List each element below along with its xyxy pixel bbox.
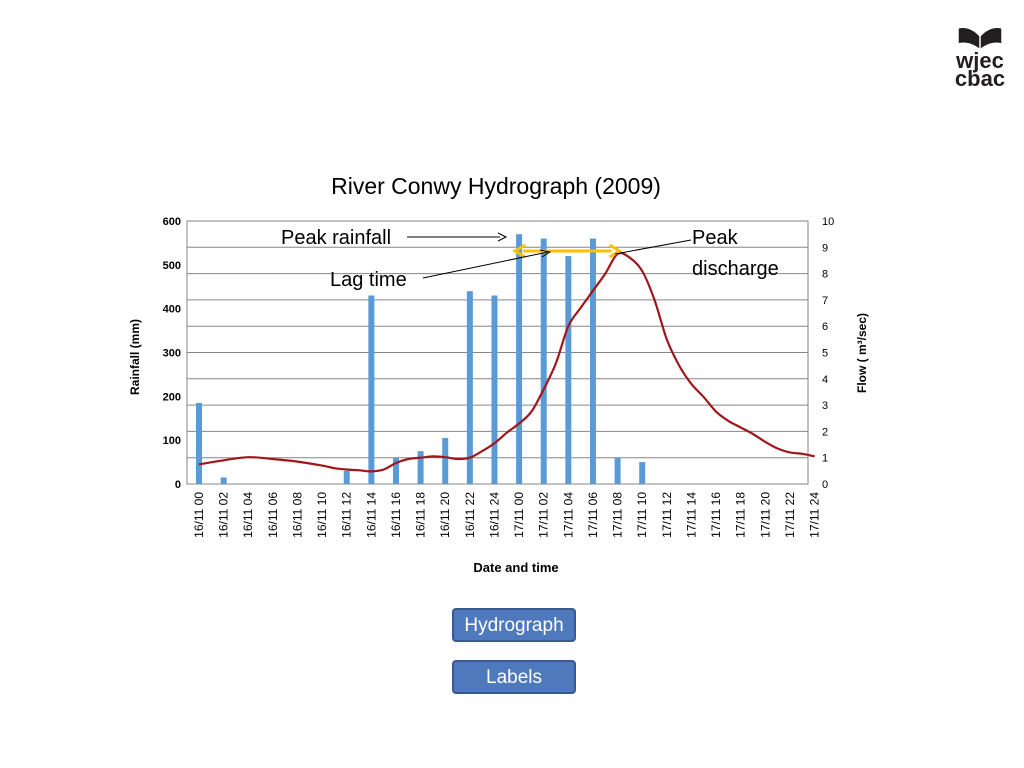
x-tick-label: 16/11 10 — [315, 492, 329, 538]
y2-tick-label: 7 — [822, 295, 828, 307]
x-tick-label: 16/11 12 — [340, 492, 354, 538]
x-tick-label: 17/11 16 — [709, 492, 723, 538]
x-tick-label: 17/11 18 — [734, 492, 748, 538]
x-tick-label: 17/11 08 — [611, 492, 625, 538]
x-tick-label: 17/11 10 — [635, 492, 649, 538]
annotation-peak-discharge: Peak discharge — [692, 227, 779, 280]
rainfall-bar — [466, 291, 473, 484]
y2-tick-label: 9 — [822, 242, 828, 254]
x-axis-ticks: 16/11 00 16/11 02 16/11 04 16/11 06 16/11 08… — [192, 492, 822, 538]
wjec-cbac-logo: wjec cbac — [955, 26, 1005, 90]
hydrograph-button[interactable]: Hydrograph — [452, 608, 576, 642]
x-tick-label: 17/11 20 — [758, 492, 772, 538]
y2-tick-label: 4 — [822, 374, 828, 386]
rainfall-bars — [196, 234, 646, 484]
rainfall-bar — [368, 295, 375, 484]
y2-axis-label: Flow ( m³/sec) — [855, 313, 869, 393]
y-axis-ticks: 0 100 200 300 400 500 600 — [163, 216, 181, 491]
y2-tick-label: 3 — [822, 400, 828, 412]
x-tick-label: 17/11 00 — [512, 492, 526, 538]
x-tick-label: 16/11 14 — [364, 492, 378, 538]
y2-tick-label: 0 — [822, 479, 828, 491]
grid — [187, 246, 808, 459]
y2-tick-label: 5 — [822, 348, 828, 360]
rainfall-bar — [491, 295, 498, 484]
annotation-lag-time: Lag time — [330, 269, 407, 291]
y-tick-label: 100 — [163, 435, 181, 447]
lag-time-pointer — [422, 251, 549, 279]
x-tick-label: 17/11 24 — [808, 492, 822, 538]
lag-arrow-head-right — [608, 243, 623, 259]
y2-tick-label: 2 — [822, 426, 828, 438]
rainfall-bar — [196, 402, 202, 484]
y-axis-label: Rainfall (mm) — [128, 319, 142, 395]
rainfall-bar — [565, 256, 572, 484]
logo-line2: cbac — [955, 66, 1005, 90]
lag-time-arrowhead — [539, 249, 552, 258]
lag-time-arrow — [512, 243, 623, 259]
x-tick-label: 16/11 20 — [438, 492, 452, 538]
rainfall-bar — [639, 462, 646, 484]
y2-axis-ticks: 0 1 2 3 4 5 6 7 8 9 10 — [822, 216, 834, 491]
x-tick-label: 17/11 12 — [660, 492, 674, 538]
x-tick-label: 17/11 04 — [561, 492, 575, 538]
x-axis-label: Date and time — [473, 560, 558, 575]
flow-line — [198, 251, 815, 473]
x-tick-label: 16/11 06 — [266, 492, 280, 538]
rainfall-bar — [614, 457, 621, 484]
peak-rainfall-arrowhead — [497, 232, 508, 242]
x-tick-label: 17/11 14 — [684, 492, 698, 538]
y-tick-label: 600 — [163, 216, 181, 228]
chart-title: River Conwy Hydrograph (2009) — [331, 173, 661, 199]
rainfall-bar — [442, 437, 449, 484]
rainfall-bar — [417, 451, 424, 484]
rainfall-bar — [540, 238, 547, 484]
x-tick-label: 16/11 00 — [192, 492, 206, 538]
peak-discharge-pointer — [614, 239, 692, 255]
x-tick-label: 17/11 22 — [783, 492, 797, 538]
plot-frame — [186, 220, 809, 485]
x-tick-label: 17/11 02 — [537, 492, 551, 538]
x-tick-label: 16/11 16 — [389, 492, 403, 538]
y-tick-label: 0 — [175, 479, 181, 491]
y-tick-label: 400 — [163, 304, 181, 316]
x-tick-label: 16/11 02 — [217, 492, 231, 538]
y2-tick-label: 6 — [822, 321, 828, 333]
x-tick-label: 16/11 22 — [463, 492, 477, 538]
y2-tick-label: 10 — [822, 216, 834, 228]
y2-tick-label: 1 — [822, 453, 828, 465]
rainfall-bar — [589, 238, 596, 484]
peak-discharge-line2: discharge — [692, 258, 779, 280]
y-tick-label: 200 — [163, 391, 181, 403]
y-tick-label: 300 — [163, 348, 181, 360]
rainfall-bar — [392, 457, 399, 484]
rainfall-bar — [343, 470, 350, 484]
lag-arrow-head-left — [512, 243, 526, 259]
x-tick-label: 16/11 08 — [290, 492, 304, 538]
peak-discharge-line1: Peak — [692, 227, 739, 249]
x-tick-label: 16/11 18 — [414, 492, 428, 538]
rainfall-bar — [516, 234, 523, 484]
x-tick-label: 16/11 04 — [241, 492, 255, 538]
x-tick-label: 16/11 24 — [487, 492, 501, 538]
rainfall-bar — [220, 477, 227, 484]
x-tick-label: 17/11 06 — [586, 492, 600, 538]
y-tick-label: 500 — [163, 260, 181, 272]
y2-tick-label: 8 — [822, 269, 828, 281]
annotation-peak-rainfall: Peak rainfall — [281, 227, 391, 249]
labels-button[interactable]: Labels — [452, 660, 576, 694]
logo-line1: wjec — [955, 48, 1004, 73]
book-icon — [957, 26, 1003, 51]
